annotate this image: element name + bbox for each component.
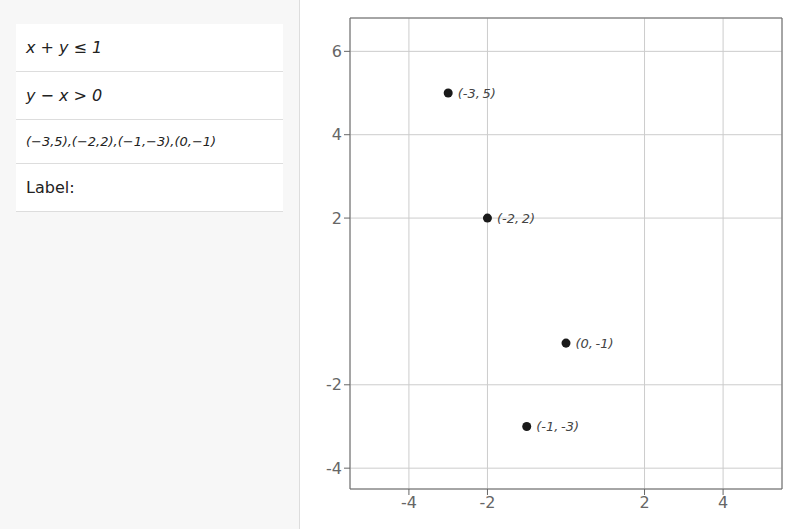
- svg-text:2: 2: [639, 493, 649, 512]
- svg-text:4: 4: [718, 493, 728, 512]
- html-text:(−3,5),(−2,2),(−1,−3),(0,−1): (−3,5),(−2,2),(−1,−3),(0,−1): [26, 134, 217, 149]
- svg-text:(0, -1): (0, -1): [576, 336, 614, 351]
- svg-text:-4: -4: [401, 493, 417, 512]
- svg-text:(-2, 2): (-2, 2): [497, 211, 535, 226]
- html-text:Label:: Label:: [26, 178, 75, 197]
- svg-text:(-3, 5): (-3, 5): [458, 86, 496, 101]
- svg-text:6: 6: [332, 42, 342, 61]
- svg-text:(-1, -3): (-1, -3): [536, 419, 579, 434]
- svg-text:-4: -4: [326, 459, 342, 478]
- html-text:y − x > 0: y − x > 0: [26, 86, 103, 105]
- svg-text:-2: -2: [479, 493, 495, 512]
- svg-text:-2: -2: [326, 375, 342, 394]
- svg-text:4: 4: [332, 125, 342, 144]
- html-text:x + y ≤ 1: x + y ≤ 1: [26, 38, 103, 57]
- svg-text:2: 2: [332, 209, 342, 228]
